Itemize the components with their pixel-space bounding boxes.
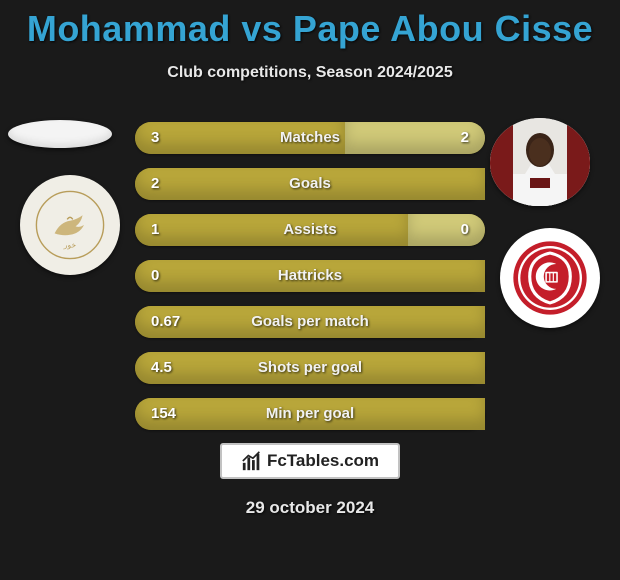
stat-value-right: 2 xyxy=(461,122,469,154)
stat-value-left: 3 xyxy=(151,122,159,154)
khor-bird-icon: خور xyxy=(35,190,105,260)
stats-container: Matches32Goals2Assists10Hattricks0Goals … xyxy=(135,122,485,444)
stat-label: Goals xyxy=(135,168,485,200)
date-label: 29 october 2024 xyxy=(0,498,620,518)
player-portrait-icon xyxy=(490,118,590,206)
page-title: Mohammad vs Pape Abou Cisse xyxy=(0,0,620,50)
stat-label: Goals per match xyxy=(135,306,485,338)
stat-value-left: 4.5 xyxy=(151,352,172,384)
fctables-badge[interactable]: FcTables.com xyxy=(220,443,400,479)
stat-label: Shots per goal xyxy=(135,352,485,384)
stat-value-left: 154 xyxy=(151,398,176,430)
shield-crescent-icon xyxy=(511,239,589,317)
stat-label: Min per goal xyxy=(135,398,485,430)
stat-row: Matches3 2 xyxy=(135,122,485,154)
subtitle: Club competitions, Season 2024/2025 xyxy=(0,64,620,82)
club-right-logo xyxy=(500,228,600,328)
stat-row: Assists1 0 xyxy=(135,214,485,246)
stat-label: Assists xyxy=(135,214,485,246)
stat-value-left: 0.67 xyxy=(151,306,180,338)
player-left-avatar xyxy=(8,120,112,148)
stat-value-left: 2 xyxy=(151,168,159,200)
badge-text: FcTables.com xyxy=(267,451,379,471)
stat-row: Goals per match0.67 xyxy=(135,306,485,338)
stat-value-right: 0 xyxy=(461,214,469,246)
stat-row: Min per goal154 xyxy=(135,398,485,430)
club-left-logo: خور xyxy=(20,175,120,275)
stat-value-left: 1 xyxy=(151,214,159,246)
stat-row: Shots per goal4.5 xyxy=(135,352,485,384)
stat-row: Goals2 xyxy=(135,168,485,200)
player-right-avatar xyxy=(490,118,590,206)
stat-label: Matches xyxy=(135,122,485,154)
svg-text:خور: خور xyxy=(63,240,77,249)
chart-bars-icon xyxy=(241,450,263,472)
stat-value-left: 0 xyxy=(151,260,159,292)
stat-label: Hattricks xyxy=(135,260,485,292)
stat-row: Hattricks0 xyxy=(135,260,485,292)
